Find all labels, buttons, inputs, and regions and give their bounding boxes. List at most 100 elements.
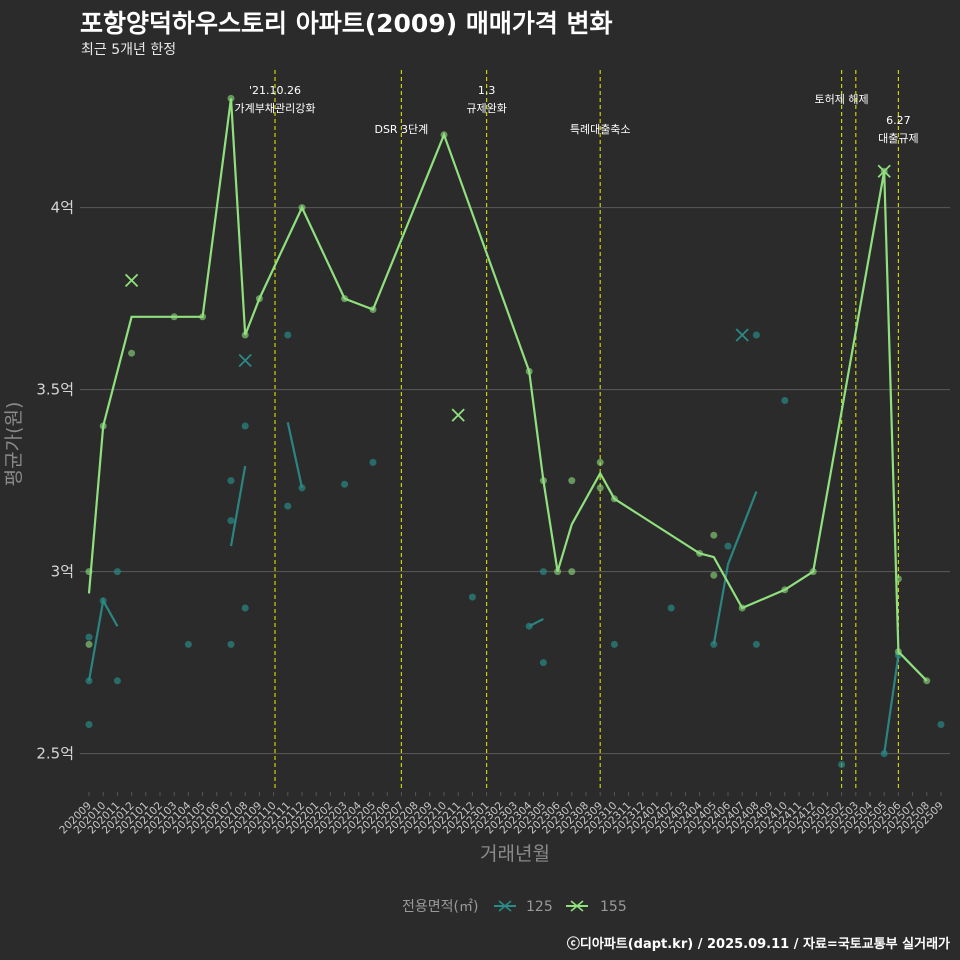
event-label-6-0: 6.27 (886, 114, 911, 127)
legend-title: 전용면적(㎡) (402, 899, 478, 915)
series-155-point-16 (568, 477, 576, 485)
series-125-point-8 (227, 517, 235, 525)
series-125-point-29 (880, 750, 888, 758)
series-155-point-6 (227, 94, 235, 102)
series-125-point-13 (284, 502, 292, 510)
legend-item-125: 125 (494, 899, 553, 915)
legend-item-155: 155 (566, 899, 627, 915)
series-155-point-13 (525, 367, 533, 375)
series-125-point-24 (724, 542, 732, 550)
legend: 전용면적(㎡) 125 155 (402, 899, 627, 915)
series-125-point-20 (539, 659, 547, 667)
series-155-point-23 (710, 571, 718, 579)
series-155-point-28 (894, 575, 902, 583)
series-125-point-16 (369, 458, 377, 466)
series-125-point-10 (241, 422, 249, 430)
series-125-point-21 (610, 640, 618, 648)
series-125-point-2 (85, 633, 93, 641)
series-125-point-1 (85, 677, 93, 685)
series-155-point-15 (554, 568, 562, 576)
event-label-4-0: 토허제 해제 (815, 92, 869, 106)
series-155-point-18 (596, 458, 604, 466)
series-155-point-22 (710, 531, 718, 539)
legend-label-155: 155 (600, 899, 627, 915)
y-tick-label-0: 2.5억 (36, 745, 74, 763)
series-125-point-12 (284, 331, 292, 339)
axes: 2.5억3억3.5억4억2020092020102020112020122021… (36, 199, 946, 837)
legend-125-cross-icon (498, 900, 512, 912)
series-155-point-14 (539, 477, 547, 485)
series-125-point-7 (227, 477, 235, 485)
series-155-point-5 (199, 313, 207, 321)
y-axis-title: 평균가(원) (3, 402, 25, 487)
series-155-point-0 (85, 568, 93, 576)
source-caption: ⓒ디아파트(dapt.kr) / 2025.09.11 / 자료=국토교통부 실… (566, 937, 950, 952)
series-155-point-10 (341, 295, 349, 303)
series-125-point-17 (468, 593, 476, 601)
series-125-point-4 (113, 568, 121, 576)
chart-subtitle: 최근 5개년 한정 (81, 42, 177, 58)
series-155-point-2 (99, 422, 107, 430)
series-125-line2 (229, 465, 247, 547)
event-label-0-1: 가계부채관리강화 (235, 102, 316, 115)
series-155-point-25 (781, 586, 789, 594)
event-label-2-0: 1.3 (478, 84, 496, 97)
series-155-point-21 (696, 549, 704, 557)
series-155-point-17 (568, 568, 576, 576)
series-125-point-28 (838, 761, 846, 769)
series-125-point-15 (341, 480, 349, 488)
series-125-point-6 (184, 640, 192, 648)
series-155-point-19 (596, 484, 604, 492)
series-155-point-1 (85, 640, 93, 648)
series-125-cross-0 (238, 353, 252, 368)
series-125-point-5 (113, 677, 121, 685)
series-155-cross-0 (124, 273, 139, 288)
series-125-line5 (712, 491, 758, 645)
event-label-3-0: 특례대출축소 (570, 123, 631, 136)
grid-lines (80, 207, 950, 755)
series-155-point-30 (923, 677, 931, 685)
series-155-point-11 (369, 306, 377, 314)
series-125-line6 (883, 655, 900, 754)
series-155-point-12 (440, 131, 448, 139)
series-125 (85, 328, 945, 769)
series-125-point-22 (667, 604, 675, 612)
chart-title: 포항양덕하우스토리 아파트(2009) 매매가격 변화 (80, 9, 613, 38)
series-155-cross-1 (451, 408, 465, 422)
series-125-point-11 (241, 604, 249, 612)
legend-label-125: 125 (526, 899, 553, 915)
series-125-point-0 (85, 720, 93, 728)
series-125-cross-1 (735, 328, 749, 342)
series-125-point-27 (781, 397, 789, 405)
series-125-point-3 (99, 597, 107, 605)
y-tick-label-3: 4억 (51, 199, 74, 217)
series-125-point-26 (752, 640, 760, 648)
series-125-point-19 (539, 568, 547, 576)
series-155-point-9 (298, 204, 306, 212)
series-155-point-8 (255, 295, 263, 303)
series-155-point-29 (894, 648, 902, 656)
event-label-6-1: 대출규제 (878, 132, 918, 145)
series-155-point-7 (241, 331, 249, 339)
x-axis-title: 거래년월 (480, 843, 550, 865)
y-tick-label-2: 3.5억 (36, 381, 74, 399)
series-125-point-18 (525, 622, 533, 630)
series-155-point-3 (128, 349, 136, 357)
series-125-point-23 (710, 640, 718, 648)
series-155-point-20 (610, 495, 618, 503)
y-tick-label-1: 3억 (51, 563, 74, 581)
series-125-point-9 (227, 640, 235, 648)
series-125-point-25 (752, 331, 760, 339)
series-155-cross-2 (877, 164, 891, 178)
series-125-point-14 (298, 484, 306, 492)
series-155 (85, 94, 931, 685)
legend-155-cross-icon (570, 900, 584, 912)
event-label-2-1: 규제완화 (466, 102, 506, 115)
series-155-point-4 (170, 313, 178, 321)
series-155-point-24 (738, 604, 746, 612)
series-125-point-31 (937, 720, 945, 728)
event-label-0-0: '21.10.26 (249, 84, 301, 97)
